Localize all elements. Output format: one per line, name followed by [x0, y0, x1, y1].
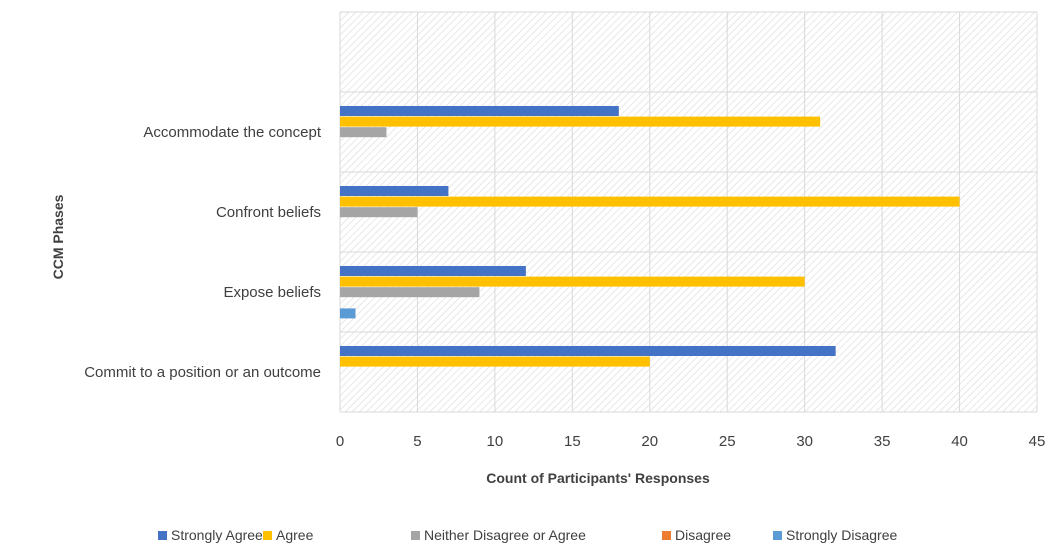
grid: [339, 11, 1038, 413]
x-tick-label: 20: [641, 433, 658, 450]
x-tick-label: 45: [1029, 433, 1046, 450]
category-label: Confront beliefs: [216, 204, 321, 221]
bar-strongly-agree-commit-to-a-position-or-an-outcome: [340, 346, 836, 356]
legend-swatch-strongly-agree: [158, 531, 167, 540]
legend-swatch-agree: [263, 531, 272, 540]
category-label: Accommodate the concept: [143, 124, 321, 141]
plot-area-background: [340, 12, 1037, 412]
bar-strongly-agree-expose-beliefs: [340, 266, 526, 276]
y-axis-title: CCM Phases: [50, 194, 66, 279]
x-tick-label: 0: [336, 433, 344, 450]
legend: Strongly Agree Agree Neither Disagree or A…: [158, 527, 897, 543]
legend-label-neither-disagree-or-agree: Neither Disagree or Agree: [424, 527, 586, 543]
legend-label-strongly-disagree: Strongly Disagree: [786, 527, 897, 543]
x-tick-label: 40: [951, 433, 968, 450]
x-tick-label: 30: [796, 433, 813, 450]
legend-swatch-disagree: [662, 531, 671, 540]
x-tick-label: 15: [564, 433, 581, 450]
x-tick-label: 10: [487, 433, 504, 450]
legend-swatch-neither-disagree-or-agree: [411, 531, 420, 540]
bar-strongly-agree-confront-beliefs: [340, 186, 449, 196]
x-tick-label: 5: [413, 433, 421, 450]
bar-strongly-agree-accommodate-the-concept: [340, 106, 619, 116]
legend-label-agree: Agree: [276, 527, 314, 543]
x-tick-label: 25: [719, 433, 736, 450]
bar-agree-confront-beliefs: [340, 196, 960, 207]
category-label: Expose beliefs: [223, 284, 321, 301]
bar-agree-accommodate-the-concept: [340, 116, 821, 127]
bar-agree-commit-to-a-position-or-an-outcome: [340, 356, 650, 367]
legend-label-strongly-agree: Strongly Agree: [171, 527, 263, 543]
category-labels: Commit to a position or an outcome Expose…: [84, 124, 322, 381]
bar-agree-expose-beliefs: [340, 276, 805, 287]
category-label: Commit to a position or an outcome: [84, 364, 321, 381]
legend-swatch-strongly-disagree: [773, 531, 782, 540]
x-tick-label: 35: [874, 433, 891, 450]
bar-neither-disagree-or-agree-expose-beliefs: [340, 287, 480, 298]
bar-strongly-disagree-expose-beliefs: [340, 308, 356, 319]
bar-neither-disagree-or-agree-accommodate-the-concept: [340, 127, 387, 138]
x-tick-labels: 0 5 10 15 20 25 30 35 40 45: [336, 433, 1046, 450]
x-axis-title: Count of Participants' Responses: [486, 470, 710, 486]
bar-neither-disagree-or-agree-confront-beliefs: [340, 207, 418, 218]
bars: [340, 106, 960, 367]
legend-label-disagree: Disagree: [675, 527, 731, 543]
